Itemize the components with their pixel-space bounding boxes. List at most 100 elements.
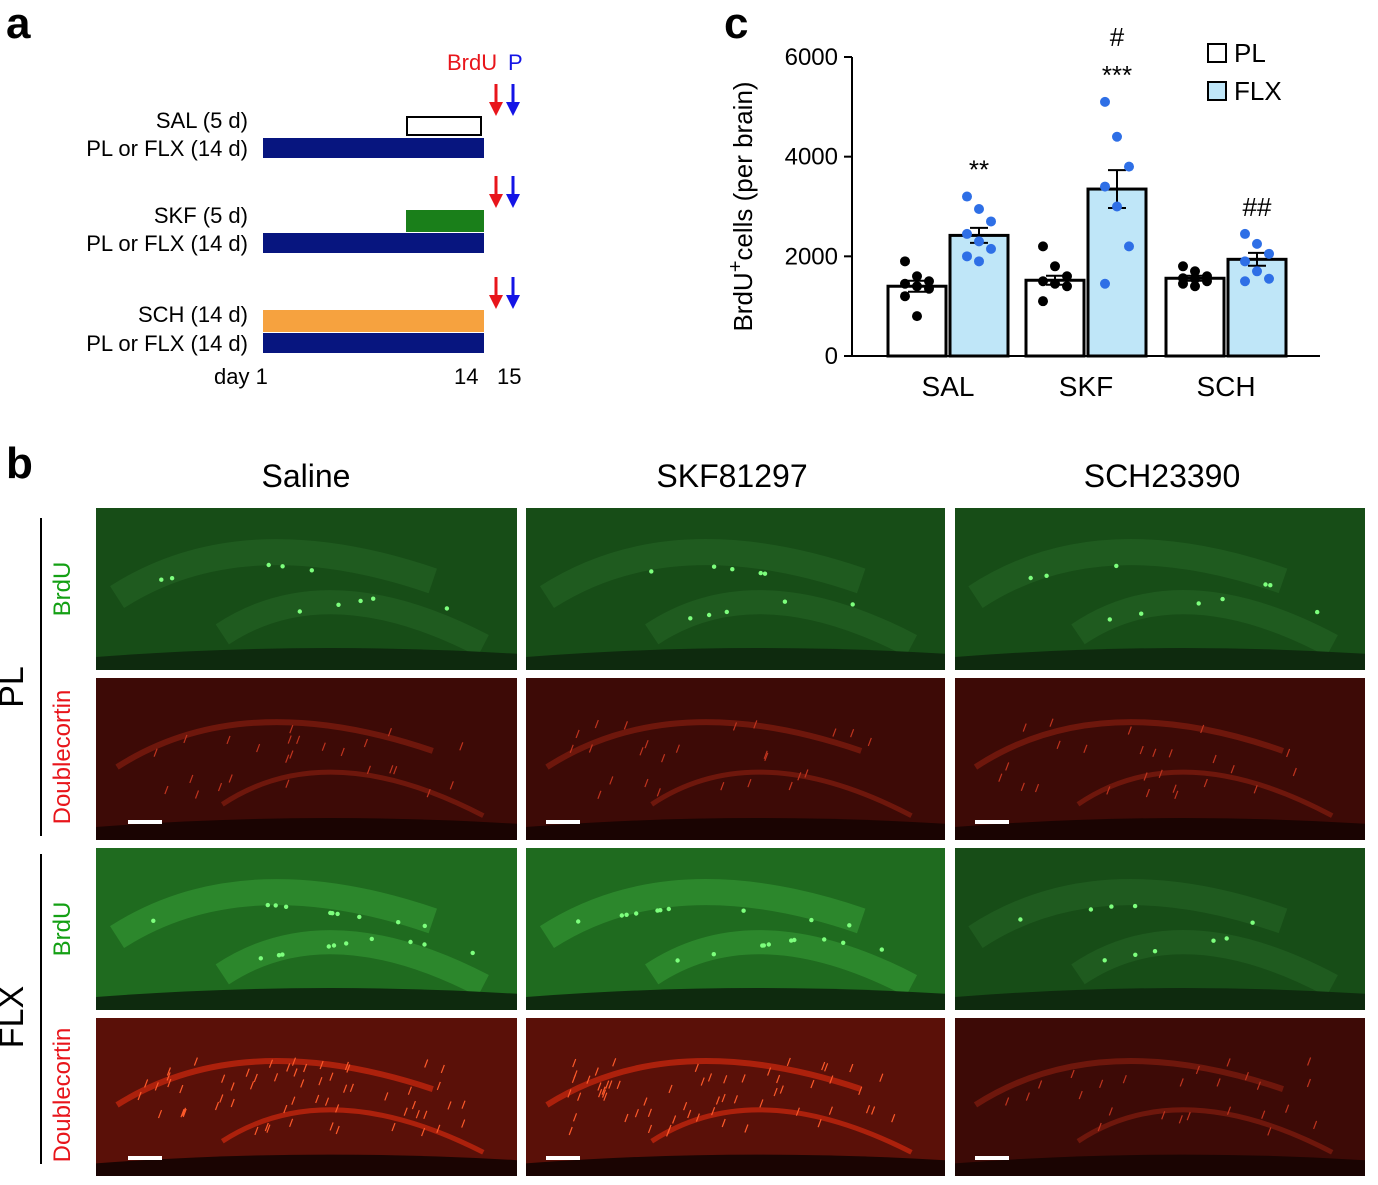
micrograph-pl-dcx-saline — [96, 678, 517, 840]
bar-pl-skf — [1024, 278, 1086, 358]
group-label-flx: FLX — [0, 985, 31, 1049]
data-point-flx — [1240, 276, 1250, 287]
data-point-pl — [1050, 261, 1060, 272]
timeline-pl-flx-label-2: PL or FLX (14 d) — [86, 231, 248, 256]
data-point-pl — [1202, 276, 1212, 287]
panel-c-letter: c — [724, 0, 749, 48]
micrograph-pl-brdu-saline — [96, 508, 517, 670]
data-point-pl — [1050, 278, 1060, 289]
injection-arrows — [489, 84, 520, 309]
micrograph-flx-dcx-skf81297 — [526, 1018, 945, 1176]
timeline-sal-label: SAL (5 d) — [155, 108, 248, 133]
pl-flx-treatment-bar-1 — [263, 138, 484, 158]
significance-annotation: # — [1110, 22, 1125, 52]
data-point-pl — [900, 291, 910, 302]
data-point-flx — [1112, 201, 1122, 212]
data-point-flx — [1240, 256, 1250, 267]
p-arrow-1 — [506, 84, 520, 116]
data-point-pl — [1038, 276, 1048, 287]
timeline-skf-label: SKF (5 d) — [153, 203, 248, 228]
data-point-pl — [1038, 241, 1048, 252]
data-point-flx — [1124, 241, 1134, 252]
x-tick-label-sal: SAL — [922, 371, 975, 402]
column-title-skf81297: SKF81297 — [656, 458, 808, 494]
pl-group-bracket — [40, 518, 42, 836]
micrograph-pl-brdu-sch23390 — [955, 508, 1365, 670]
data-point-flx — [1100, 96, 1110, 107]
scale-bar — [546, 820, 580, 824]
data-point-pl — [900, 278, 910, 289]
significance-annotation: *** — [1102, 60, 1132, 90]
legend-swatch-pl — [1207, 43, 1227, 63]
column-title-sch23390: SCH23390 — [1083, 458, 1241, 494]
data-point-pl — [1190, 266, 1200, 277]
legend-swatch-flx — [1207, 81, 1227, 101]
data-point-flx — [962, 228, 972, 239]
legend-label-flx: FLX — [1234, 76, 1282, 106]
day-14-label: 14 — [454, 364, 479, 389]
stain-label-flx-dcx: Doublecortin — [49, 1027, 76, 1163]
legend-label-pl: PL — [1234, 38, 1266, 68]
brdu-arrow-3 — [489, 277, 503, 309]
data-point-flx — [974, 203, 984, 214]
data-point-pl — [1062, 271, 1072, 282]
data-point-flx — [1252, 238, 1262, 249]
data-point-pl — [912, 271, 922, 282]
y-tick-label: 4000 — [785, 144, 838, 171]
data-point-pl — [1178, 278, 1188, 289]
sch-treatment-bar — [263, 310, 484, 332]
stain-label-pl-dcx: Doublecortin — [49, 689, 76, 825]
micrograph-flx-dcx-sch23390 — [955, 1018, 1365, 1176]
micrograph-flx-brdu-sch23390 — [955, 848, 1365, 1010]
data-point-flx — [962, 251, 972, 262]
scale-bar — [975, 1156, 1009, 1160]
significance-annotation: ## — [1243, 192, 1272, 222]
data-point-flx — [974, 236, 984, 247]
skf-treatment-bar — [406, 210, 484, 232]
bar-flx-skf — [1086, 187, 1148, 358]
brdu-arrow-2 — [489, 176, 503, 208]
pl-flx-treatment-bar-3 — [263, 333, 484, 353]
x-tick-label-skf: SKF — [1059, 371, 1113, 402]
data-point-pl — [912, 311, 922, 322]
day-axis-label: day 1 — [214, 364, 268, 389]
y-axis-label: BrdU+cells (per brain) — [725, 81, 758, 331]
data-point-flx — [1264, 248, 1274, 259]
y-tick-label: 0 — [825, 343, 838, 370]
stain-label-flx-brdu: BrdU — [49, 901, 76, 957]
brdu-arrow-label: BrdU — [447, 50, 498, 75]
data-point-flx — [1240, 228, 1250, 239]
x-tick-label-sch: SCH — [1196, 371, 1255, 402]
data-point-pl — [900, 256, 910, 267]
data-point-pl — [1178, 261, 1188, 272]
data-point-flx — [1124, 161, 1134, 172]
data-point-pl — [1190, 281, 1200, 292]
p-arrow-3 — [506, 277, 520, 309]
data-point-pl — [912, 281, 922, 292]
significance-annotation: ** — [969, 155, 989, 185]
p-arrow-2 — [506, 176, 520, 208]
brdu-arrow-1 — [489, 84, 503, 116]
data-point-flx — [1100, 278, 1110, 289]
stain-label-pl-brdu: BrdU — [49, 561, 76, 617]
micrograph-pl-dcx-sch23390 — [955, 678, 1365, 840]
data-point-flx — [1112, 131, 1122, 142]
micrograph-flx-brdu-skf81297 — [526, 848, 945, 1010]
bar-flx-sal — [948, 233, 1010, 358]
scale-bar — [546, 1156, 580, 1160]
scale-bar — [975, 820, 1009, 824]
day-15-label: 15 — [497, 364, 522, 389]
y-tick-label: 2000 — [785, 243, 838, 270]
data-point-flx — [1100, 181, 1110, 192]
micrograph-flx-brdu-saline — [96, 848, 517, 1010]
data-point-pl — [1038, 296, 1048, 307]
data-point-flx — [962, 191, 972, 202]
bar-pl-sch — [1164, 276, 1226, 358]
y-tick-label: 6000 — [785, 44, 838, 71]
column-title-saline: Saline — [261, 458, 351, 494]
micrograph-pl-brdu-skf81297 — [526, 508, 945, 670]
sal-treatment-bar — [406, 116, 482, 136]
group-label-pl: PL — [0, 666, 31, 708]
data-point-flx — [1264, 273, 1274, 284]
flx-group-bracket — [40, 854, 42, 1164]
